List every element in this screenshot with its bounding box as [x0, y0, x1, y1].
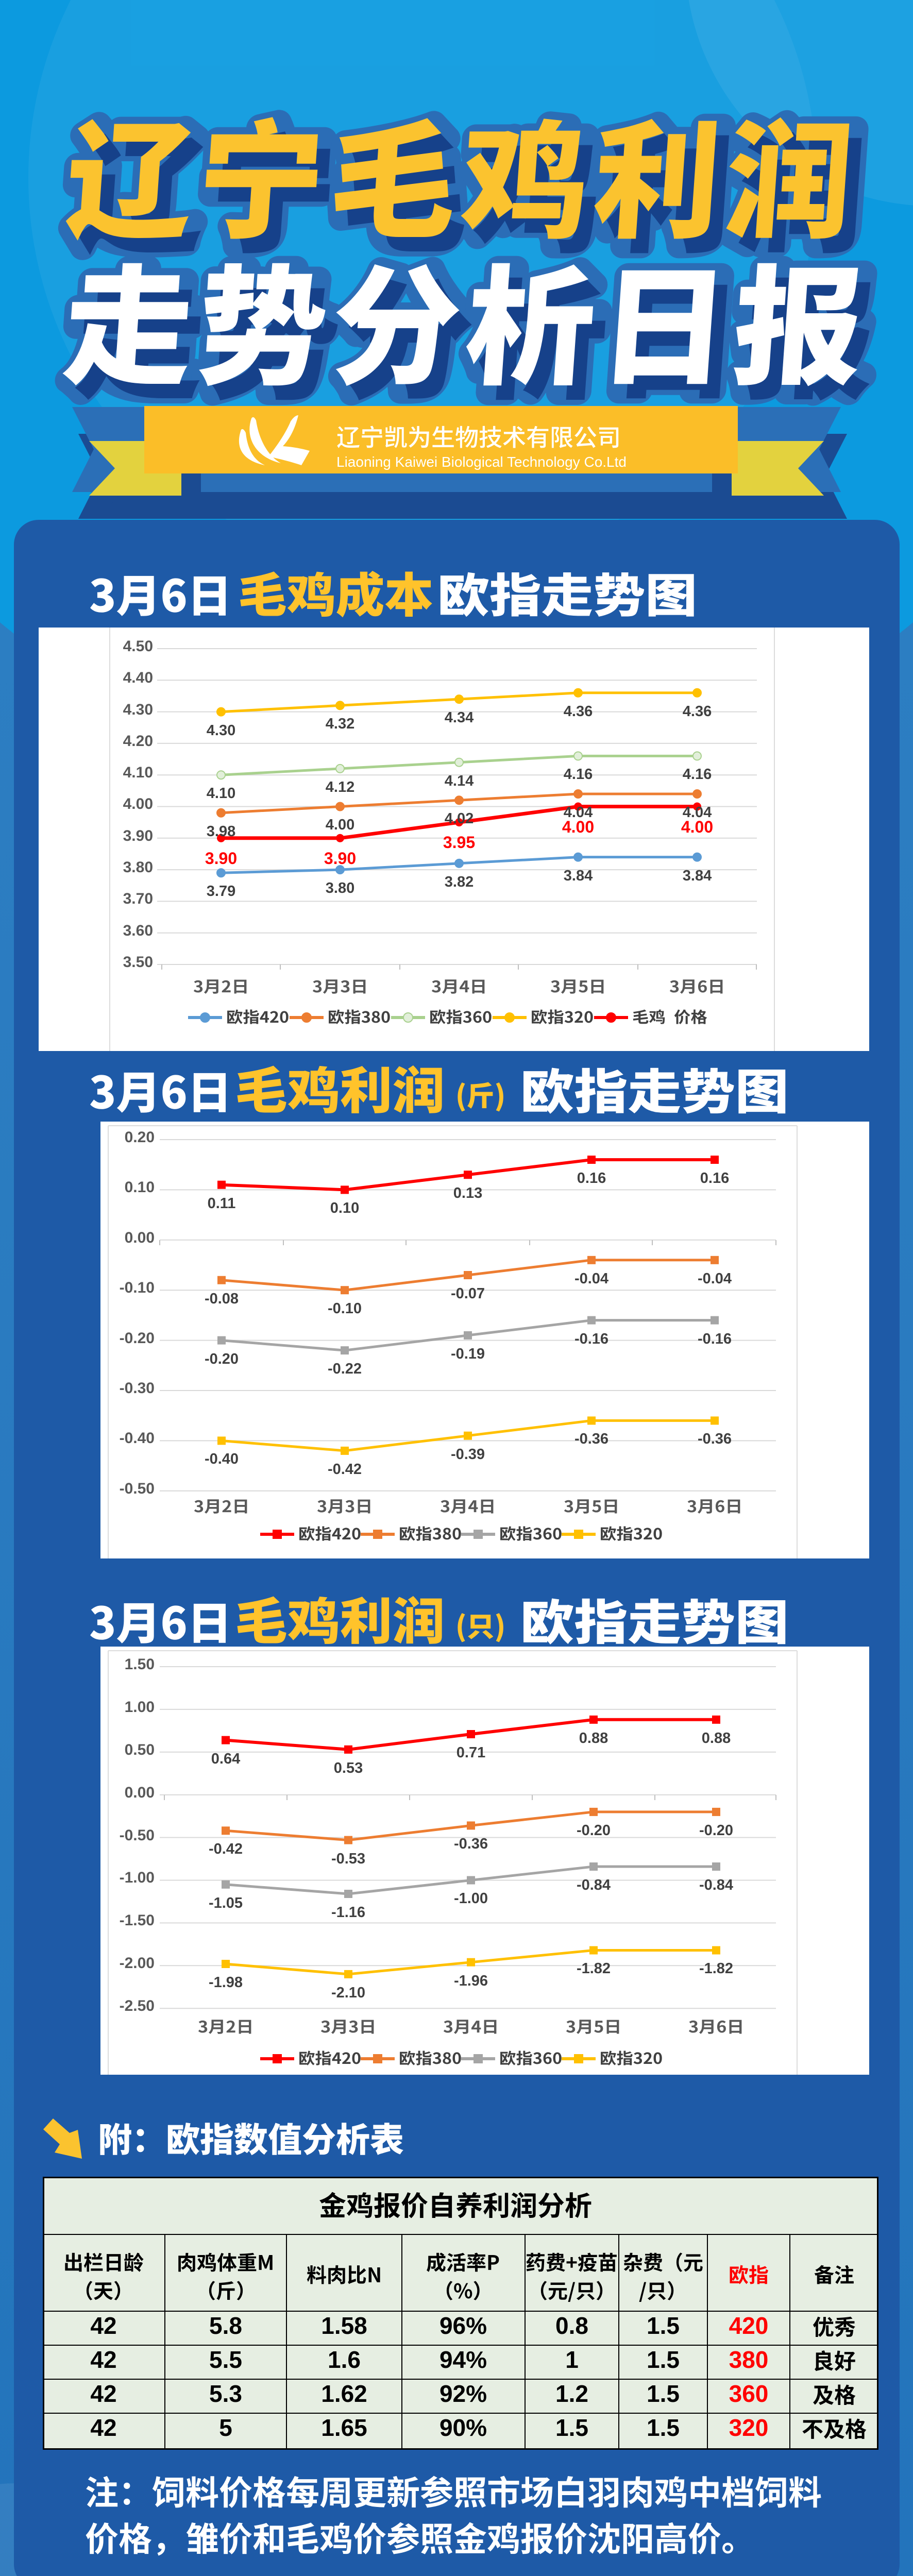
- svg-text:0.64: 0.64: [211, 1751, 240, 1767]
- svg-text:-0.42: -0.42: [209, 1841, 243, 1857]
- svg-text:1.5: 1.5: [647, 2414, 680, 2441]
- svg-text:-0.16: -0.16: [574, 1331, 608, 1347]
- svg-text:-1.82: -1.82: [577, 1960, 611, 1977]
- svg-text:-1.05: -1.05: [209, 1895, 243, 1911]
- svg-text:3.90: 3.90: [205, 849, 237, 868]
- svg-text:4.16: 4.16: [564, 766, 593, 783]
- svg-text:380: 380: [729, 2346, 769, 2373]
- svg-text:3.95: 3.95: [443, 833, 475, 852]
- svg-text:0.11: 0.11: [208, 1195, 236, 1212]
- svg-text:5: 5: [219, 2414, 232, 2441]
- svg-text:4.36: 4.36: [683, 703, 712, 720]
- svg-text:0.10: 0.10: [330, 1200, 359, 1216]
- svg-text:42: 42: [90, 2414, 116, 2441]
- svg-text:4.00: 4.00: [562, 818, 594, 836]
- svg-text:4.16: 4.16: [683, 766, 712, 783]
- svg-text:1.5: 1.5: [647, 2346, 680, 2373]
- svg-text:-0.84: -0.84: [577, 1877, 611, 1893]
- svg-text:4.10: 4.10: [207, 785, 235, 802]
- svg-text:0.16: 0.16: [700, 1170, 729, 1187]
- svg-text:-0.36: -0.36: [698, 1431, 732, 1447]
- svg-text:360: 360: [729, 2380, 769, 2407]
- svg-text:3.98: 3.98: [207, 823, 235, 840]
- svg-text:4.34: 4.34: [445, 709, 474, 726]
- svg-text:4.12: 4.12: [326, 779, 354, 795]
- svg-text:3.90: 3.90: [324, 849, 356, 868]
- svg-text:-1.98: -1.98: [209, 1974, 243, 1991]
- svg-text:-0.84: -0.84: [699, 1877, 733, 1893]
- svg-text:-0.36: -0.36: [454, 1836, 488, 1852]
- svg-text:-0.42: -0.42: [328, 1461, 362, 1478]
- svg-text:-1.82: -1.82: [699, 1960, 733, 1977]
- svg-text:1.65: 1.65: [321, 2414, 367, 2441]
- svg-text:4.04: 4.04: [564, 804, 593, 821]
- svg-text:92%: 92%: [439, 2380, 487, 2407]
- svg-text:42: 42: [90, 2380, 116, 2407]
- svg-text:-0.20: -0.20: [205, 1351, 239, 1367]
- svg-text:1.6: 1.6: [328, 2346, 361, 2373]
- svg-text:-0.40: -0.40: [205, 1451, 239, 1467]
- svg-text:420: 420: [729, 2312, 769, 2339]
- svg-text:0.71: 0.71: [457, 1744, 485, 1761]
- svg-text:-0.10: -0.10: [328, 1300, 362, 1317]
- svg-text:1: 1: [565, 2346, 579, 2373]
- svg-text:0.13: 0.13: [453, 1185, 482, 1201]
- svg-text:3.82: 3.82: [445, 874, 474, 890]
- svg-text:1.2: 1.2: [555, 2380, 588, 2407]
- svg-text:-1.16: -1.16: [331, 1904, 365, 1921]
- svg-text:0.88: 0.88: [702, 1730, 731, 1747]
- svg-text:0.88: 0.88: [579, 1730, 608, 1747]
- svg-text:3.84: 3.84: [683, 868, 712, 884]
- svg-text:3.80: 3.80: [326, 880, 354, 896]
- svg-text:0.16: 0.16: [577, 1170, 606, 1187]
- svg-text:0.53: 0.53: [334, 1760, 363, 1776]
- svg-text:-0.19: -0.19: [451, 1346, 485, 1362]
- svg-text:-0.53: -0.53: [331, 1851, 365, 1867]
- svg-text:4.30: 4.30: [207, 722, 235, 739]
- svg-text:0.8: 0.8: [555, 2312, 588, 2339]
- svg-text:3.79: 3.79: [207, 883, 235, 900]
- svg-text:-2.10: -2.10: [331, 1985, 365, 2001]
- svg-text:-1.00: -1.00: [454, 1890, 488, 1907]
- svg-text:-0.08: -0.08: [205, 1291, 239, 1307]
- svg-text:-0.04: -0.04: [698, 1270, 732, 1287]
- svg-text:-0.39: -0.39: [451, 1446, 485, 1463]
- svg-text:4.02: 4.02: [445, 810, 474, 827]
- svg-text:5.3: 5.3: [209, 2380, 242, 2407]
- svg-text:42: 42: [90, 2346, 116, 2373]
- svg-text:4.36: 4.36: [564, 703, 593, 720]
- svg-text:-1.96: -1.96: [454, 1973, 488, 1989]
- svg-text:-0.16: -0.16: [698, 1331, 732, 1347]
- svg-text:4.14: 4.14: [445, 773, 474, 789]
- svg-text:-0.20: -0.20: [699, 1822, 733, 1839]
- svg-text:42: 42: [90, 2312, 116, 2339]
- svg-text:320: 320: [729, 2414, 769, 2441]
- svg-text:-0.20: -0.20: [577, 1822, 611, 1839]
- svg-text:1.62: 1.62: [321, 2380, 367, 2407]
- svg-text:1.5: 1.5: [555, 2414, 588, 2441]
- svg-text:96%: 96%: [439, 2312, 487, 2339]
- svg-text:-0.07: -0.07: [451, 1285, 485, 1302]
- svg-text:4.32: 4.32: [326, 716, 354, 732]
- svg-text:4.00: 4.00: [326, 817, 354, 833]
- svg-text:1.58: 1.58: [321, 2312, 367, 2339]
- svg-text:5.5: 5.5: [209, 2346, 242, 2373]
- svg-text:-0.36: -0.36: [574, 1431, 608, 1447]
- svg-text:-0.22: -0.22: [328, 1361, 362, 1377]
- svg-text:1.5: 1.5: [647, 2312, 680, 2339]
- svg-text:5.8: 5.8: [209, 2312, 242, 2339]
- svg-text:4.00: 4.00: [681, 818, 713, 836]
- svg-text:4.04: 4.04: [683, 804, 712, 821]
- svg-text:3.84: 3.84: [564, 868, 593, 884]
- svg-text:94%: 94%: [439, 2346, 487, 2373]
- svg-text:-0.04: -0.04: [574, 1270, 608, 1287]
- svg-text:1.5: 1.5: [647, 2380, 680, 2407]
- svg-text:90%: 90%: [439, 2414, 487, 2441]
